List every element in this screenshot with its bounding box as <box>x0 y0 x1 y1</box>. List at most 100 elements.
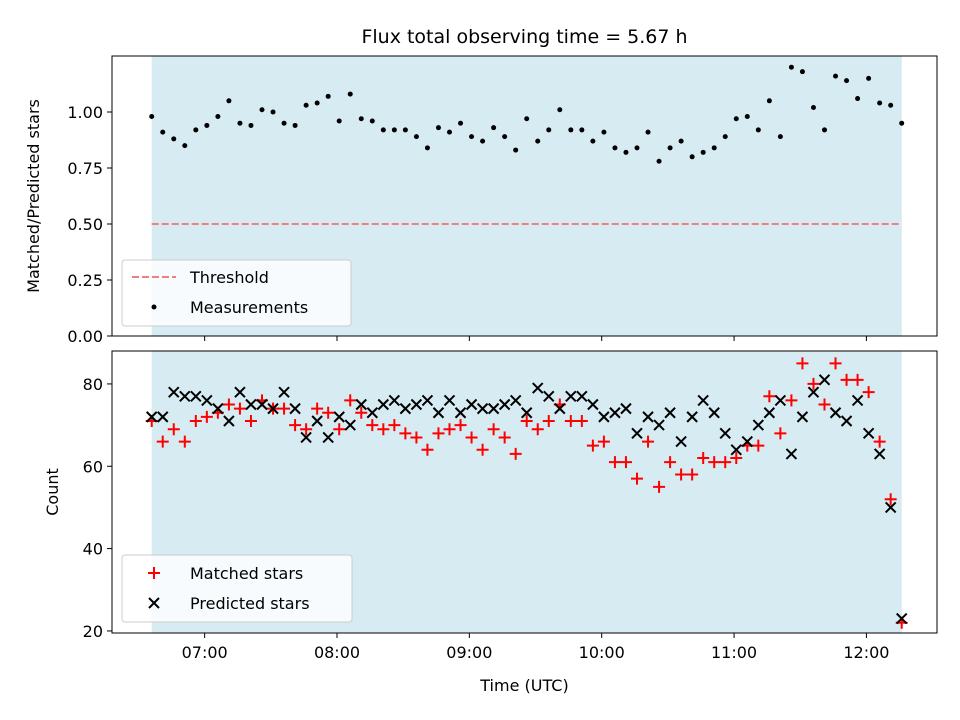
predicted-star-point <box>752 419 765 431</box>
top-y-tick-label: 0.00 <box>67 327 103 346</box>
measurement-point <box>458 120 464 126</box>
matched-star-point <box>366 419 379 432</box>
predicted-star-point <box>620 402 632 415</box>
measurement-point <box>524 116 530 122</box>
matched-star-point <box>752 439 765 452</box>
measurement-point <box>689 154 695 160</box>
measurement-point <box>171 136 177 142</box>
matched-stars-points <box>145 357 908 629</box>
measurement-point <box>810 105 816 111</box>
measurement-point <box>292 122 298 128</box>
predicted-star-point <box>421 394 434 407</box>
measurement-point <box>645 129 651 135</box>
matched-star-point <box>829 357 842 370</box>
measurement-point <box>391 127 397 133</box>
top-y-tick-label: 0.75 <box>67 159 103 178</box>
predicted-star-point <box>498 398 511 411</box>
matched-star-point <box>244 414 257 427</box>
bottom-legend: Matched stars Predicted stars <box>121 554 353 623</box>
measurement-point <box>193 127 199 133</box>
predicted-star-point <box>884 501 897 514</box>
measurement-point <box>877 100 883 106</box>
matched-star-point <box>730 452 743 465</box>
predicted-star-point <box>642 411 654 423</box>
measurement-point <box>788 64 794 70</box>
top-y-axis-label: Matched/Predicted stars <box>24 99 43 293</box>
predicted-star-point <box>201 394 213 407</box>
predicted-star-point <box>344 419 356 431</box>
predicted-star-point <box>609 407 621 419</box>
predicted-star-point <box>388 394 401 407</box>
measurement-point <box>601 129 607 135</box>
measurement-point <box>634 145 640 151</box>
measurement-point <box>314 100 320 106</box>
measurement-point <box>899 120 905 126</box>
measurement-point <box>623 149 629 155</box>
measurement-point <box>336 118 342 124</box>
predicted-star-point <box>278 386 290 398</box>
matched-star-point <box>619 456 632 469</box>
measurement-point <box>303 102 309 108</box>
predicted-star-point <box>333 411 345 423</box>
matched-star-point <box>443 423 456 436</box>
predicted-star-point <box>543 390 555 402</box>
top-panel: 0.00 0.25 0.50 0.75 1.00 Flux total observin… <box>24 26 938 346</box>
matched-star-point <box>697 452 710 465</box>
matched-star-point <box>156 435 169 448</box>
predicted-star-point <box>399 402 412 415</box>
matched-star-point <box>289 419 302 432</box>
matched-star-point <box>388 419 401 432</box>
matched-star-point <box>344 394 357 407</box>
matched-star-point <box>189 414 202 427</box>
predicted-star-point <box>741 435 754 448</box>
measurement-point <box>833 73 839 79</box>
measurement-point <box>347 91 353 97</box>
predicted-star-point <box>807 386 820 398</box>
matched-star-point <box>653 480 666 493</box>
predicted-star-point <box>520 407 533 419</box>
predicted-star-point <box>487 402 500 415</box>
matched-star-point <box>796 357 809 370</box>
matched-star-point <box>785 394 798 407</box>
measurement-point <box>160 129 166 135</box>
measurement-point <box>755 127 761 133</box>
matched-star-point <box>686 468 699 481</box>
predicted-star-point <box>730 444 742 456</box>
matched-star-point <box>476 443 489 456</box>
predicted-star-point <box>785 448 798 460</box>
measurement-point <box>447 129 452 135</box>
predicted-star-point <box>190 390 202 402</box>
predicted-star-point <box>223 415 235 427</box>
measurement-point <box>369 118 375 124</box>
top-y-tick-label: 1.00 <box>67 103 103 122</box>
measurement-point <box>491 125 497 131</box>
predicted-star-point <box>355 398 367 411</box>
predicted-star-point <box>873 448 886 460</box>
x-tick-label: 09:00 <box>446 643 492 662</box>
measurement-points <box>149 64 905 164</box>
predicted-star-point <box>675 435 687 448</box>
legend-measurements-swatch <box>151 304 157 310</box>
predicted-star-point <box>234 386 246 398</box>
measurement-point <box>182 143 188 149</box>
measurement-point <box>358 116 364 122</box>
measurement-point <box>866 75 872 81</box>
matched-star-point <box>708 456 721 469</box>
x-tick-label: 10:00 <box>579 643 625 662</box>
predicted-star-point <box>587 398 599 411</box>
matched-star-point <box>763 390 776 403</box>
legend-matched-label: Matched stars <box>190 564 303 583</box>
predicted-star-point <box>245 398 257 411</box>
measurement-point <box>270 109 276 115</box>
measurement-point <box>402 127 408 133</box>
predicted-star-point <box>818 374 831 386</box>
predicted-star-point <box>267 402 279 415</box>
matched-star-point <box>322 406 335 419</box>
predicted-star-point <box>697 394 709 407</box>
matched-star-point <box>278 402 291 415</box>
predicted-star-point <box>509 394 522 407</box>
matched-star-point <box>167 423 180 436</box>
legend-predicted-swatch <box>148 597 160 609</box>
matched-star-point <box>410 431 423 444</box>
legend-predicted-label: Predicted stars <box>190 594 310 613</box>
